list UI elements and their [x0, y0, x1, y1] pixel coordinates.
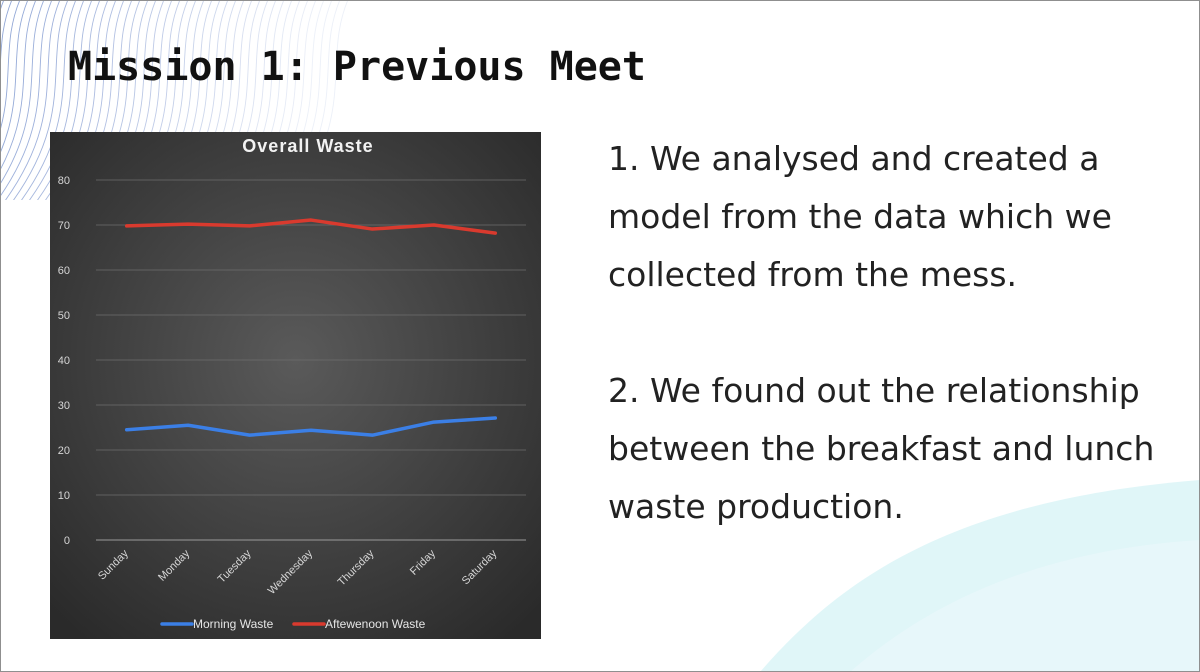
y-tick-label: 80: [58, 175, 70, 187]
series-line-afternoon: [124, 218, 498, 235]
chart-series: [124, 218, 498, 437]
deco-line: [0, 0, 29, 155]
y-tick-label: 50: [58, 310, 70, 322]
chart-legend: Morning Waste Aftewenoon Waste: [160, 617, 426, 631]
deco-line: [0, 0, 21, 132]
deco-line: [20, 0, 77, 200]
deco-line: [12, 0, 69, 200]
wave-background-decoration: [760, 480, 1200, 672]
deco-line: [4, 0, 61, 200]
y-tick-label: 60: [58, 265, 70, 277]
point-1-text: 1. We analysed and created a model from …: [608, 139, 1112, 294]
slide-body: 1. We analysed and created a model from …: [608, 130, 1193, 536]
overall-waste-chart: Overall Waste 0 10 20 30 40 50 60 70 80 Sunday Mo…: [50, 132, 541, 639]
deco-line: [0, 0, 37, 172]
deco-line: [0, 0, 53, 198]
y-tick-label: 70: [58, 220, 70, 232]
chart-title: Overall Waste: [242, 136, 373, 156]
point-2-text: 2. We found out the relationship between…: [608, 371, 1155, 526]
paragraph-gap: [608, 304, 1193, 362]
legend-label: Morning Waste: [193, 617, 274, 631]
deco-line: [28, 0, 85, 200]
y-tick-label: 0: [64, 535, 70, 547]
y-tick-label: 30: [58, 400, 70, 412]
series-line-morning: [124, 416, 498, 437]
deco-line: [0, 0, 13, 80]
y-tick-label: 10: [58, 490, 70, 502]
chart-background: [50, 132, 541, 639]
slide-title: Mission 1: Previous Meet: [68, 44, 646, 90]
deco-line: [0, 0, 45, 185]
chart-gridlines: [96, 179, 526, 541]
y-axis-ticks: 0 10 20 30 40 50 60 70 80: [58, 175, 70, 547]
y-tick-label: 40: [58, 355, 70, 367]
legend-label: Aftewenoon Waste: [325, 617, 426, 631]
y-tick-label: 20: [58, 445, 70, 457]
